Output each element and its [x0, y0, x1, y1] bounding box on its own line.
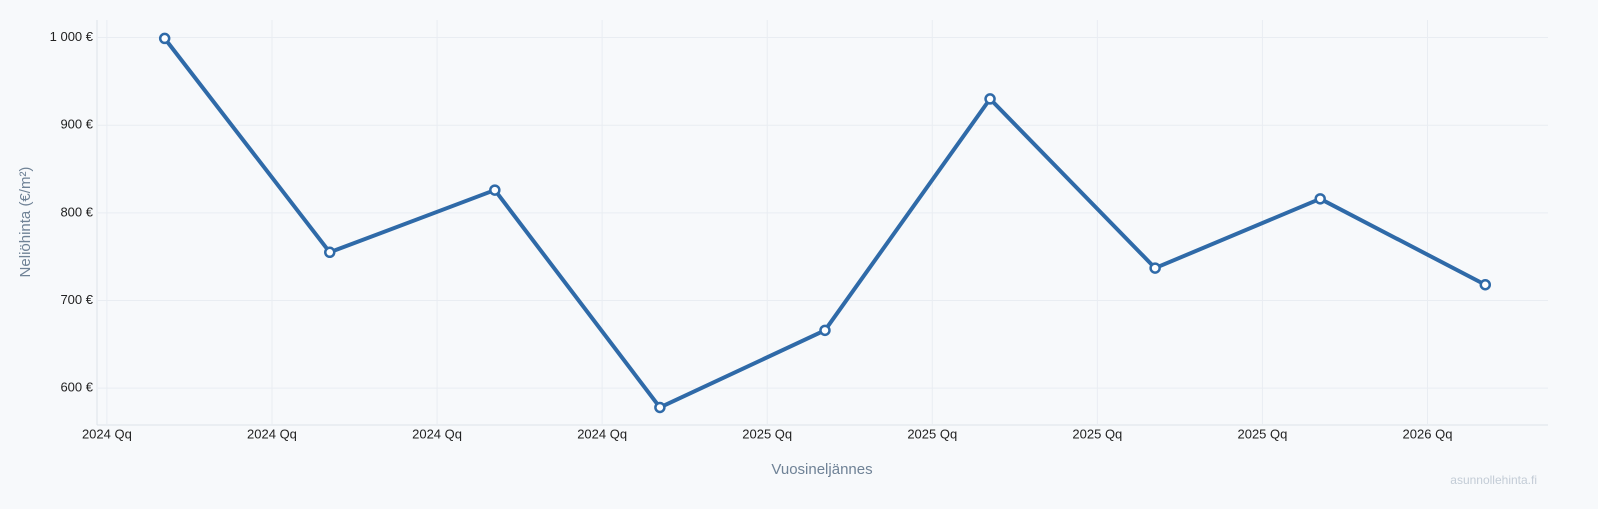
point — [324, 246, 336, 259]
x-tick-label: 2025 Qq — [907, 426, 957, 441]
y-tick-label: 800 € — [60, 204, 93, 219]
point — [1479, 278, 1492, 291]
x-tick-label: 2024 Qq — [412, 426, 462, 441]
y-tick-label: 900 € — [60, 117, 93, 132]
y-tick-label: 700 € — [60, 292, 93, 307]
point — [489, 184, 501, 196]
x-tick-label: 2025 Qq — [1237, 426, 1287, 441]
y-tick-label: 1 000 € — [50, 29, 94, 44]
watermark: asunnollehinta.fi — [1450, 473, 1537, 487]
point — [819, 324, 831, 337]
x-tick-label: 2024 Qq — [247, 426, 297, 441]
point — [1149, 262, 1161, 274]
y-tick-label: 600 € — [60, 380, 93, 395]
x-axis-title: Vuosineljännes — [771, 461, 872, 478]
x-tick-label: 2025 Qq — [1072, 426, 1122, 441]
x-tick-label: 2025 Qq — [742, 426, 792, 441]
x-tick-label: 2026 Qq — [1403, 426, 1453, 441]
point — [654, 401, 666, 414]
y-axis-title: Neliöhinta (€/m²) — [17, 167, 34, 278]
x-tick-label: 2024 Qq — [82, 426, 132, 441]
point — [984, 93, 996, 105]
point — [158, 32, 171, 45]
point — [1314, 193, 1326, 205]
x-tick-label: 2024 Qq — [577, 426, 627, 441]
